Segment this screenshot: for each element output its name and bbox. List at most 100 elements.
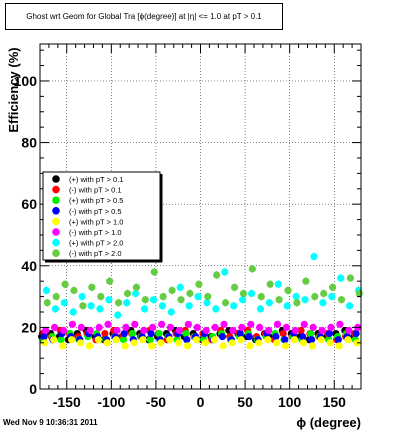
legend-marker (52, 238, 60, 247)
data-point (265, 299, 273, 307)
data-point (337, 296, 346, 304)
legend-label: (-) with pT > 1.0 (69, 228, 122, 237)
data-point (183, 336, 191, 344)
data-point (281, 336, 289, 344)
data-point (68, 320, 77, 328)
data-point (237, 336, 245, 344)
legend-marker (52, 175, 60, 183)
data-point (41, 339, 49, 347)
legend-label: (-) with pT > 0.1 (69, 186, 122, 195)
data-point (97, 292, 105, 301)
data-point (256, 305, 265, 313)
data-point (86, 326, 94, 335)
data-point (115, 299, 123, 307)
data-point (50, 336, 58, 344)
legend-label: (-) with pT > 0.5 (69, 207, 122, 216)
data-point (122, 323, 130, 331)
data-point (52, 292, 60, 301)
data-point (150, 268, 158, 276)
data-point (159, 292, 167, 301)
data-point (346, 302, 354, 310)
data-point (229, 326, 237, 335)
data-point (266, 280, 274, 288)
data-point (131, 320, 139, 328)
axis-ticks: 0 20 40 60 80 100 -150 -100 -50 0 50 100 150 (14, 44, 362, 410)
legend-marker (52, 196, 60, 204)
legend-label: (-) with pT > 2.0 (69, 249, 122, 258)
data-point (59, 326, 68, 335)
data-point (146, 336, 154, 344)
y-tick-label: 80 (21, 135, 37, 151)
data-point (255, 339, 263, 347)
data-point (87, 302, 95, 310)
legend-marker (52, 249, 60, 257)
x-tick-label: 150 (323, 394, 347, 410)
data-point (158, 302, 166, 310)
data-point (293, 299, 301, 307)
data-point (70, 286, 78, 295)
data-point (291, 326, 299, 335)
data-point (149, 323, 157, 331)
y-tick-label: 40 (21, 258, 37, 274)
data-point (203, 299, 211, 307)
x-tick-label: 50 (237, 394, 253, 410)
data-point (256, 323, 264, 331)
data-point (177, 296, 185, 304)
data-point (96, 305, 104, 313)
legend-marker (52, 185, 60, 194)
data-point (310, 252, 318, 261)
data-point (246, 342, 254, 350)
data-point (183, 342, 192, 350)
data-point (175, 326, 184, 335)
data-point (69, 308, 77, 316)
x-tick-label: -100 (97, 394, 125, 410)
data-point (166, 323, 175, 331)
data-point (311, 292, 319, 301)
data-point (299, 333, 307, 341)
data-point (57, 336, 65, 344)
data-point (336, 320, 344, 328)
data-point (175, 339, 183, 347)
data-point (329, 283, 337, 291)
data-point (132, 289, 140, 298)
data-point (219, 342, 227, 350)
data-point (308, 342, 316, 350)
data-point (292, 292, 300, 301)
data-point (202, 326, 210, 335)
data-point (257, 292, 265, 301)
data-point (326, 339, 334, 347)
data-point (184, 320, 192, 328)
data-point (61, 280, 69, 288)
data-point (297, 326, 305, 335)
legend-marker (52, 228, 60, 236)
data-point (157, 339, 165, 347)
data-point (60, 299, 68, 307)
data-point (42, 326, 50, 335)
data-point (132, 283, 141, 291)
data-point (77, 323, 85, 331)
y-tick-label: 100 (14, 73, 38, 89)
data-point (185, 302, 193, 310)
data-point (328, 292, 336, 301)
data-point (228, 339, 236, 347)
legend-marker (52, 207, 60, 215)
data-point (211, 323, 219, 331)
data-point (168, 286, 176, 295)
data-point (274, 280, 282, 288)
legend-label: (+) with pT > 0.1 (69, 175, 123, 184)
data-point (103, 339, 111, 347)
data-point (302, 277, 310, 285)
data-point (346, 274, 355, 282)
data-point (222, 299, 230, 307)
data-point (113, 326, 121, 335)
data-point (140, 326, 148, 335)
data-point (79, 302, 87, 310)
data-point (78, 292, 86, 301)
data-point (236, 329, 244, 338)
data-point (279, 329, 287, 338)
data-point (105, 296, 113, 304)
data-point (186, 289, 194, 298)
data-point (141, 296, 149, 304)
data-point (94, 336, 102, 344)
